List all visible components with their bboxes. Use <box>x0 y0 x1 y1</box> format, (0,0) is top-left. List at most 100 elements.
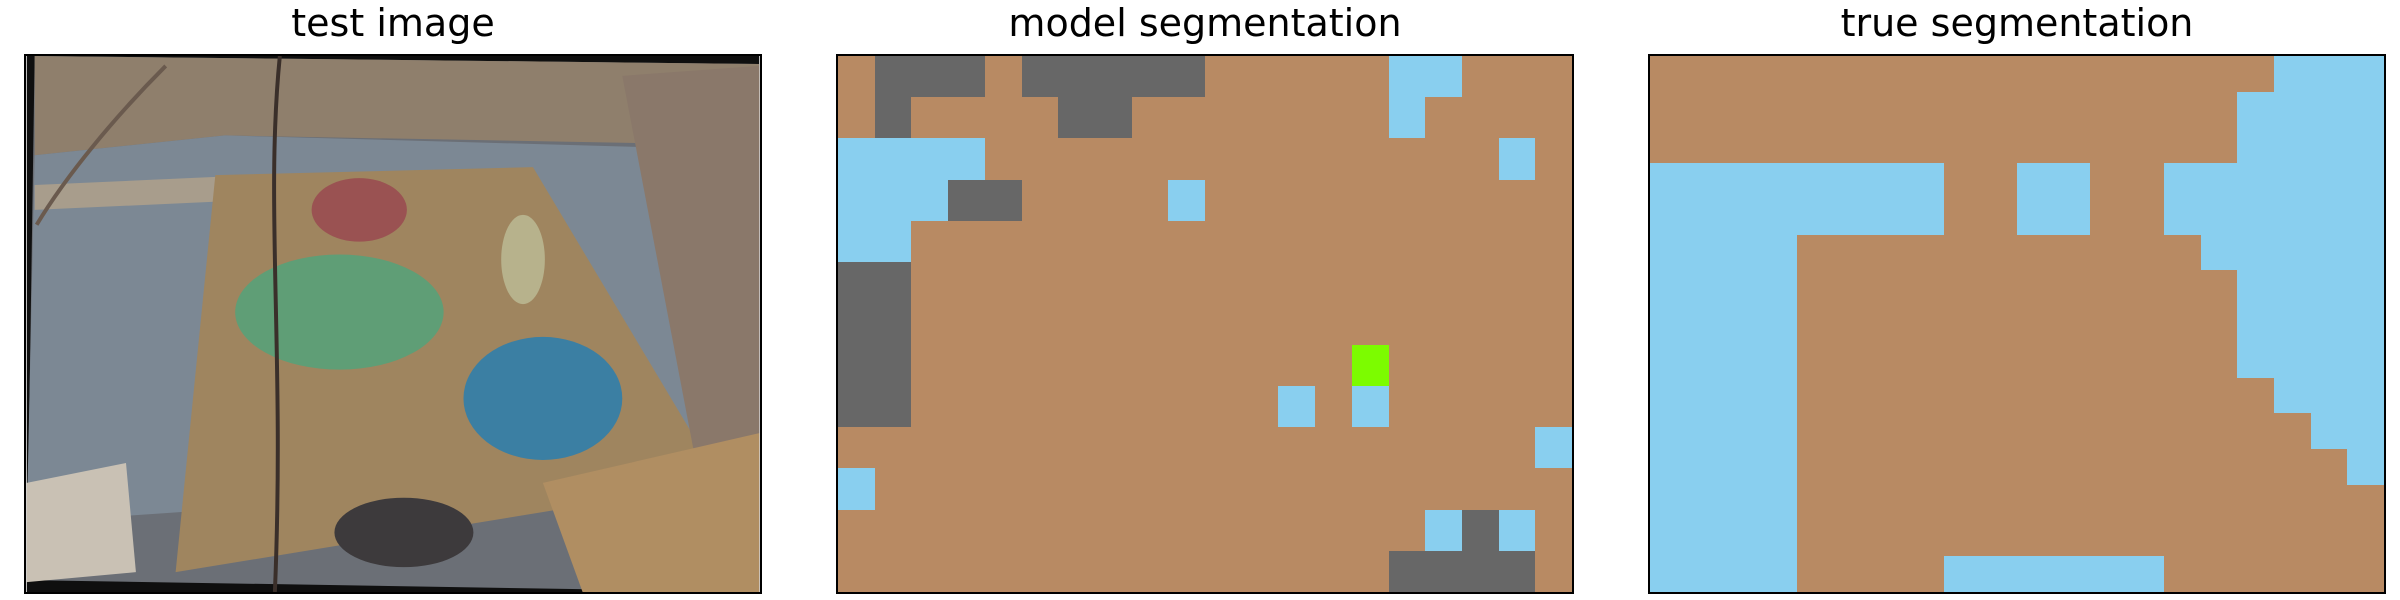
segmentation-cell <box>2090 198 2128 235</box>
segmentation-cell <box>2200 270 2238 307</box>
segmentation-cell <box>2237 306 2274 342</box>
segmentation-cell <box>1760 449 1797 485</box>
segmentation-cell <box>838 385 875 428</box>
segmentation-cell <box>2090 449 2128 485</box>
segmentation-cell <box>838 303 875 345</box>
segmentation-cell <box>2200 520 2238 557</box>
segmentation-cell <box>2200 198 2238 235</box>
segmentation-cell <box>1535 97 1572 139</box>
segmentation-cell <box>2347 91 2384 128</box>
segmentation-cell <box>1425 97 1462 139</box>
segmentation-cell <box>1131 138 1169 180</box>
segmentation-cell <box>1650 449 1687 485</box>
segmentation-cell <box>874 303 912 345</box>
segmentation-cell <box>2017 127 2054 164</box>
segmentation-cell <box>1131 56 1169 98</box>
segmentation-cell <box>911 138 949 180</box>
segmentation-cell <box>1058 550 1095 592</box>
segmentation-cell <box>2273 449 2311 485</box>
segmentation-cell <box>1461 303 1499 345</box>
segmentation-cell <box>2127 306 2164 342</box>
segmentation-cell <box>1760 484 1797 521</box>
segmentation-cell <box>1980 449 2017 485</box>
segmentation-cell <box>2273 520 2311 557</box>
segmentation-cell <box>874 262 912 304</box>
segmentation-cell <box>1943 341 1981 378</box>
segmentation-cell <box>1388 220 1426 263</box>
segmentation-cell <box>1388 179 1426 221</box>
segmentation-cell <box>1388 550 1426 592</box>
segmentation-cell <box>1980 484 2017 521</box>
segmentation-cell <box>1650 198 1687 235</box>
segmentation-cell <box>2127 127 2164 164</box>
segmentation-cell <box>838 550 875 592</box>
segmentation-cell <box>2127 377 2164 414</box>
segmentation-cell <box>2090 127 2128 164</box>
segmentation-cell <box>1021 344 1059 386</box>
segmentation-cell <box>1980 341 2017 378</box>
segmentation-cell <box>838 344 875 386</box>
segmentation-cell <box>1058 509 1095 551</box>
segmentation-cell <box>1686 556 1724 592</box>
segmentation-cell <box>2017 198 2054 235</box>
segmentation-cell <box>1241 179 1279 221</box>
segmentation-cell <box>1241 427 1279 469</box>
segmentation-cell <box>1205 303 1242 345</box>
segmentation-cell <box>1278 303 1316 345</box>
segmentation-cell <box>874 344 912 386</box>
segmentation-cell <box>2273 127 2311 164</box>
segmentation-cell <box>2310 163 2348 199</box>
segmentation-cell <box>2310 341 2348 378</box>
segmentation-cell <box>2053 377 2091 414</box>
segmentation-cell <box>2090 520 2128 557</box>
segmentation-cell <box>1094 56 1132 98</box>
segmentation-cell <box>1943 270 1981 307</box>
segmentation-cell <box>1723 234 1761 271</box>
segmentation-cell <box>1278 550 1316 592</box>
segmentation-cell <box>1906 56 1944 92</box>
true-segmentation-title: true segmentation <box>1840 1 2194 45</box>
segmentation-cell <box>2127 163 2164 199</box>
segmentation-cell <box>1315 427 1352 469</box>
segmentation-cell <box>1388 509 1426 551</box>
segmentation-cell <box>1870 270 1907 307</box>
segmentation-cell <box>2200 163 2238 199</box>
segmentation-cell <box>1535 550 1572 592</box>
segmentation-cell <box>1351 220 1389 263</box>
segmentation-cell <box>948 385 985 428</box>
segmentation-cell <box>874 97 912 139</box>
segmentation-cell <box>874 509 912 551</box>
segmentation-cell <box>1796 413 1834 450</box>
segmentation-cell <box>911 427 949 469</box>
segmentation-cell <box>1535 138 1572 180</box>
segmentation-cell <box>874 138 912 180</box>
segmentation-cell <box>2163 341 2201 378</box>
segmentation-cell <box>984 303 1022 345</box>
segmentation-cell <box>1168 262 1205 304</box>
segmentation-cell <box>1943 163 1981 199</box>
segmentation-cell <box>2347 413 2384 450</box>
segmentation-cell <box>874 468 912 510</box>
segmentation-cell <box>1686 484 1724 521</box>
segmentation-cell <box>2310 234 2348 271</box>
segmentation-cell <box>2053 341 2091 378</box>
segmentation-cell <box>1833 56 1871 92</box>
segmentation-cell <box>1723 556 1761 592</box>
segmentation-cell <box>2200 449 2238 485</box>
segmentation-cell <box>1796 91 1834 128</box>
test-image-title: test image <box>291 1 495 45</box>
segmentation-cell <box>1094 220 1132 263</box>
segmentation-cell <box>2090 234 2128 271</box>
segmentation-cell <box>1833 127 1871 164</box>
segmentation-cell <box>1205 468 1242 510</box>
segmentation-cell <box>1833 556 1871 592</box>
segmentation-cell <box>1278 427 1316 469</box>
segmentation-cell <box>1980 413 2017 450</box>
segmentation-cell <box>1241 468 1279 510</box>
segmentation-cell <box>1980 306 2017 342</box>
segmentation-cell <box>1906 234 1944 271</box>
segmentation-cell <box>2090 556 2128 592</box>
segmentation-cell <box>1205 344 1242 386</box>
segmentation-cell <box>1058 179 1095 221</box>
segmentation-cell <box>2017 413 2054 450</box>
